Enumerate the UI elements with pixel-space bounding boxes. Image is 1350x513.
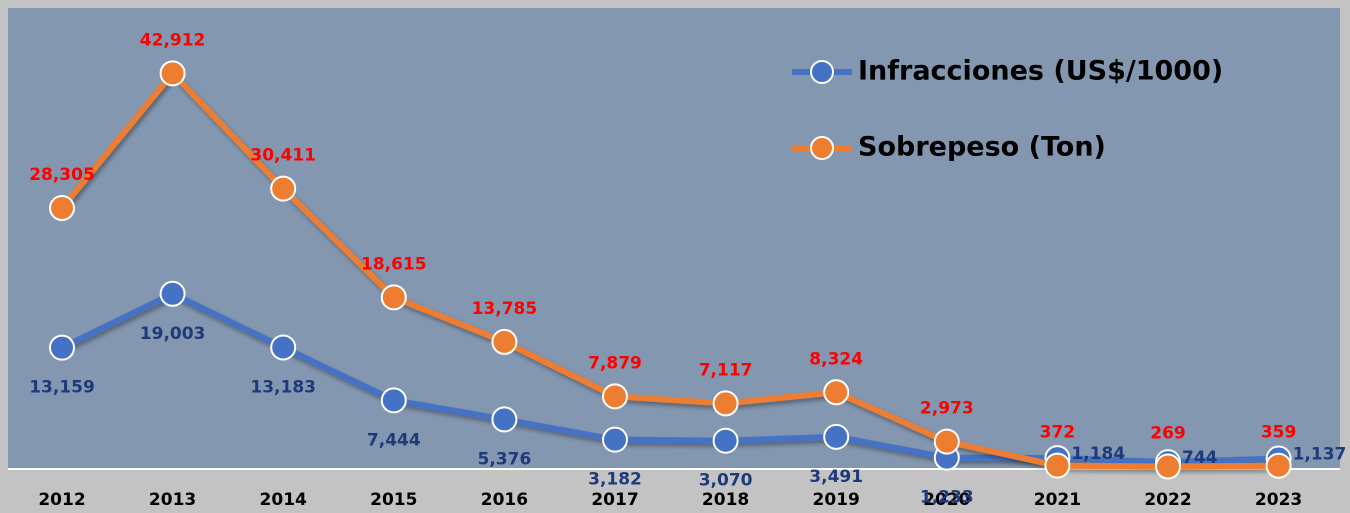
data-point [712,427,739,454]
data-label: 744 [1182,448,1218,468]
data-label: 5,376 [478,449,532,469]
data-label: 42,912 [140,30,206,50]
legend-marker [810,60,834,84]
legend-label: Sobrepeso (Ton) [858,132,1106,163]
data-point [270,175,297,202]
data-label: 13,159 [29,378,95,398]
x-tick-label: 2015 [370,490,417,510]
x-tick-label: 2016 [481,490,528,510]
data-point [159,60,186,87]
data-point [1044,452,1071,479]
data-point [491,328,518,355]
x-tick-label: 2018 [702,490,749,510]
data-label: 372 [1040,423,1076,443]
data-label: 1,233 [920,488,974,508]
data-label: 3,182 [588,470,642,490]
data-label: 13,183 [250,377,316,397]
data-label: 1,184 [1071,444,1125,464]
data-label: 3,491 [809,467,863,487]
data-point [823,379,850,406]
x-tick-label: 2022 [1144,490,1191,510]
x-tick-label: 2012 [38,490,85,510]
legend-label: Infracciones (US$/1000) [858,56,1223,87]
data-point [380,387,407,414]
x-tick-label: 2013 [149,490,196,510]
data-point [1265,452,1292,479]
data-label: 269 [1150,424,1186,444]
data-point [712,390,739,417]
data-label: 359 [1261,423,1297,443]
x-tick-label: 2014 [260,490,307,510]
data-label: 19,003 [140,324,206,344]
data-point [823,423,850,450]
x-tick-label: 2023 [1255,490,1302,510]
series-line [60,290,1279,466]
data-label: 3,070 [699,471,753,491]
data-label: 8,324 [809,349,863,369]
data-label: 28,305 [29,165,95,185]
data-label: 30,411 [250,146,316,166]
data-label: 7,117 [699,360,753,380]
x-tick-label: 2021 [1034,490,1081,510]
data-label: 2,973 [920,399,974,419]
data-point [602,426,628,453]
data-point [270,334,297,361]
data-point [380,284,407,311]
series-line [59,68,1279,470]
plot-area [8,8,1340,469]
legend-marker [810,136,834,160]
data-label: 18,615 [361,254,427,274]
data-label: 7,444 [367,430,421,450]
x-tick-label: 2019 [813,490,860,510]
data-point [602,383,628,410]
data-label: 13,785 [472,299,538,319]
data-point [491,406,518,433]
data-point [933,428,960,455]
x-tick-label: 2017 [591,490,638,510]
data-point [159,280,186,307]
data-point [49,195,75,222]
x-tick-label: 2020 [923,490,970,510]
data-point [1155,453,1181,480]
data-label: 7,879 [588,353,642,373]
data-label: 1,137 [1293,445,1347,465]
data-point [49,334,75,361]
